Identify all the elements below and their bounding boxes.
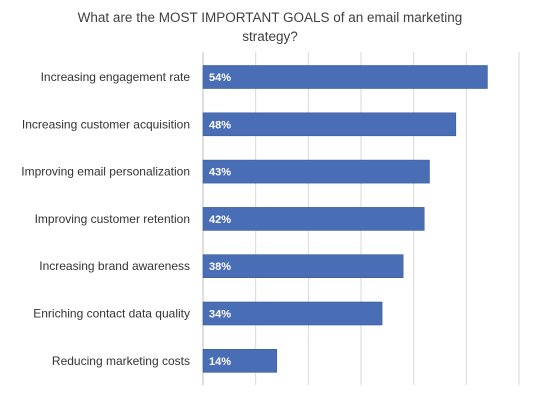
category-label: Improving customer retention [35, 212, 190, 226]
category-label: Increasing engagement rate [41, 70, 191, 84]
bar-value-label: 34% [209, 309, 231, 321]
bar [202, 112, 457, 137]
bar [202, 301, 383, 326]
bar-value-label: 14% [209, 356, 231, 368]
bars: 54% 48% 43% 42% 38% 34% 14% [202, 65, 488, 373]
bar-value-label: 43% [209, 167, 231, 179]
chart-title: What are the MOST IMPORTANT GOALS of an … [77, 10, 463, 44]
category-label: Reducing marketing costs [52, 354, 190, 368]
category-labels: Increasing engagement rate Increasing cus… [21, 70, 190, 368]
bar [202, 207, 425, 231]
bar [202, 348, 278, 373]
bar-value-label: 42% [209, 214, 231, 226]
bar [202, 254, 404, 278]
bar [202, 159, 430, 184]
category-label: Increasing customer acquisition [22, 117, 190, 131]
bar-value-label: 48% [209, 119, 231, 131]
bar-value-label: 54% [209, 72, 231, 84]
category-label: Improving email personalization [21, 165, 190, 179]
bar-value-label: 38% [209, 261, 231, 273]
gridlines [202, 52, 520, 385]
category-label: Enriching contact data quality [33, 307, 190, 321]
category-label: Increasing brand awareness [39, 259, 190, 273]
bar [202, 65, 488, 89]
